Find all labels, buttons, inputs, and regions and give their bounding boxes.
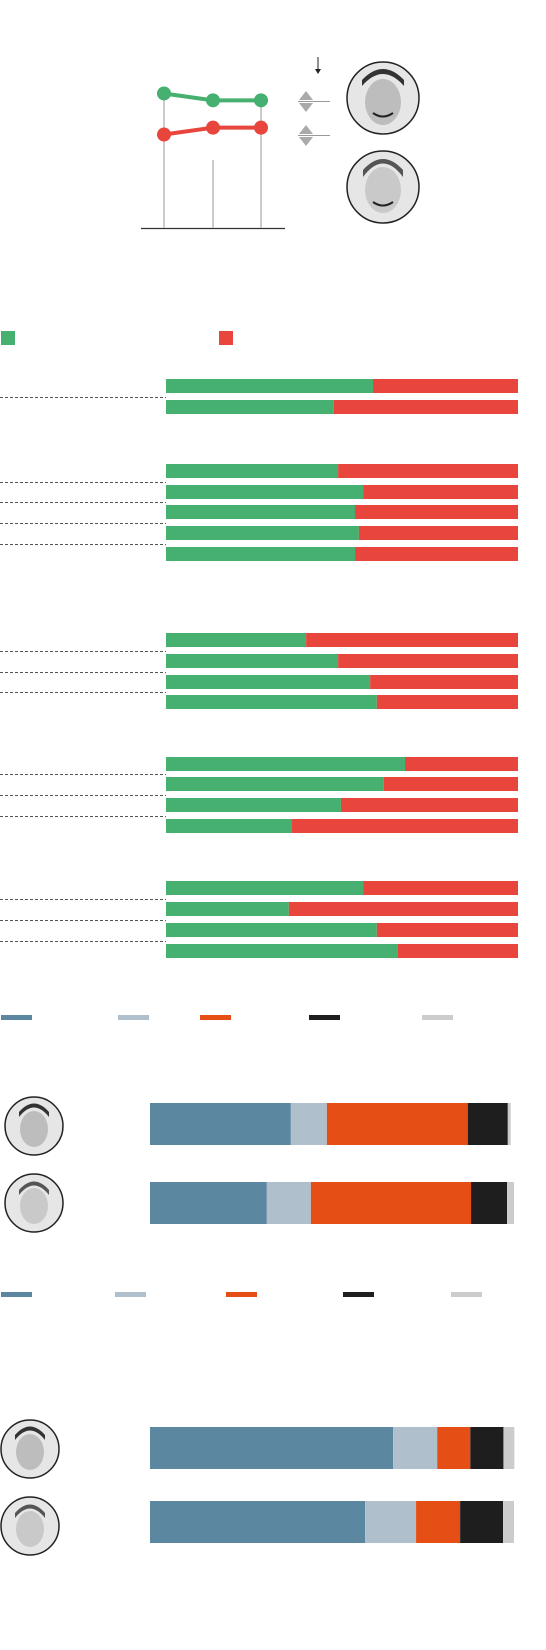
bar-segment [310,1182,472,1224]
legend-swatch [118,1015,149,1020]
bar-segment [150,1182,267,1224]
arrow-head [315,69,321,74]
bar-segment [503,1501,514,1543]
bar-segment [467,1103,508,1145]
bar-segment [405,757,518,771]
bar-segment [166,400,334,414]
bar-segment [326,1103,468,1145]
portrait [0,1419,60,1479]
portrait [4,1173,64,1233]
bar-segment [363,485,518,499]
legend-swatch [1,331,15,345]
bar-segment [288,902,518,916]
legend-swatch [309,1015,340,1020]
point [206,120,220,135]
bar-segment [166,464,339,478]
legend-swatch [200,1015,231,1020]
bar-segment [166,881,364,895]
bar-segment [470,1427,504,1469]
bar-segment [503,1427,515,1469]
bar-segment [355,547,518,561]
bar-segment [358,526,518,540]
point [206,93,220,108]
legend-swatch [226,1292,257,1297]
bar-segment [376,923,518,937]
bar-segment [150,1427,394,1469]
bar-segment [166,633,307,647]
bar-segment [363,881,518,895]
legend-swatch [219,331,233,345]
portrait [0,1496,60,1556]
bar-segment [393,1427,438,1469]
bar-segment [370,675,518,689]
bar-segment [166,757,406,771]
bar-segment [372,379,518,393]
bar-segment [292,819,518,833]
legend-swatch [422,1015,453,1020]
bar-segment [166,505,356,519]
change-icon [299,125,313,146]
bar-segment [460,1501,504,1543]
bar-segment [507,1182,514,1224]
legend-swatch [451,1292,482,1297]
bar-segment [471,1182,508,1224]
legend-swatch [115,1292,146,1297]
bar-segment [397,944,518,958]
bar-segment [150,1501,366,1543]
bar-segment [166,819,293,833]
bar-segment [376,695,518,709]
bar-segment [166,777,384,791]
bar-segment [166,695,377,709]
bar-segment [166,379,373,393]
portrait [346,150,420,224]
bar-segment [166,654,339,668]
bar-segment [338,464,518,478]
bar-segment [166,675,371,689]
legend-swatch [343,1292,374,1297]
legend-swatch [1,1292,32,1297]
bar-segment [290,1103,327,1145]
bar-segment [507,1103,511,1145]
bar-segment [166,547,356,561]
bar-segment [166,526,359,540]
bar-segment [333,400,518,414]
portrait [346,61,420,135]
bar-segment [383,777,518,791]
bar-segment [166,902,289,916]
bar-segment [355,505,518,519]
point [157,127,171,142]
point [254,120,268,135]
bar-segment [166,798,341,812]
bar-segment [340,798,518,812]
portrait [4,1096,64,1156]
bar-segment [166,923,377,937]
bar-segment [338,654,518,668]
change-icon [299,91,313,112]
bar-segment [166,944,398,958]
bar-segment [150,1103,291,1145]
point [157,86,171,101]
bar-segment [306,633,518,647]
point [254,93,268,108]
legend-swatch [1,1015,32,1020]
bar-segment [266,1182,311,1224]
bar-segment [437,1427,471,1469]
bar-segment [365,1501,417,1543]
bar-segment [166,485,364,499]
bar-segment [416,1501,461,1543]
